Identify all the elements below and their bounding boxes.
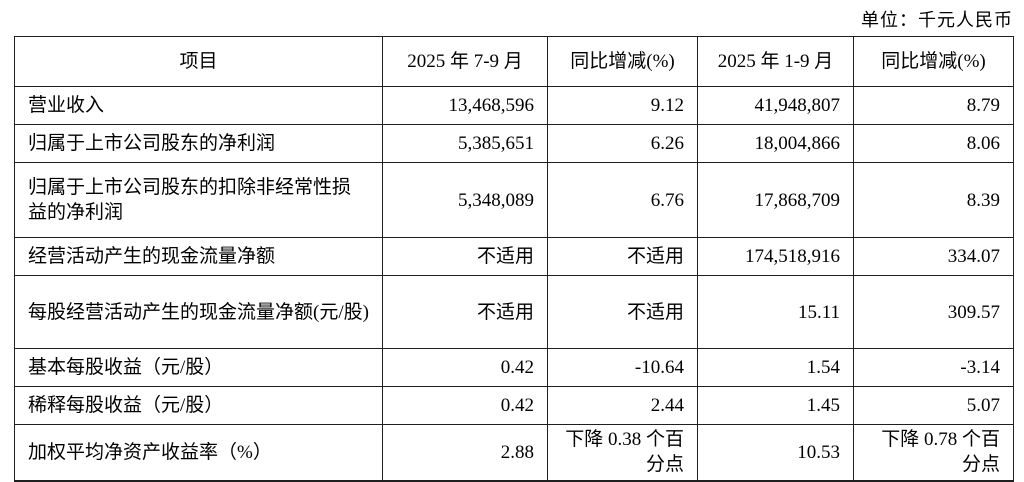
header-row: 项目 2025 年 7-9 月同比增减(%) 2025 年 1-9 月同比增减(%)	[14, 36, 1014, 87]
column-header: 同比增减(%)	[547, 36, 698, 87]
value-cell: 不适用	[382, 237, 548, 276]
item-cell: 基本每股收益（元/股）	[14, 348, 383, 387]
item-cell: 经营活动产生的现金流量净额	[14, 237, 383, 276]
column-header: 2025 年 1-9 月	[697, 36, 854, 87]
value-cell: 8.39	[853, 162, 1014, 238]
value-cell: 下降 0.78 个百分点	[853, 424, 1014, 481]
value-cell: 174,518,916	[697, 237, 854, 276]
value-cell: 5,348,089	[382, 162, 548, 238]
unit-label: 单位：千元人民币	[861, 10, 1013, 30]
value-cell: 不适用	[547, 275, 698, 349]
financial-summary-table: 项目 2025 年 7-9 月同比增减(%) 2025 年 1-9 月同比增减(%)…	[14, 36, 1014, 482]
item-cell: 归属于上市公司股东的扣除非经常性损益的净利润	[14, 162, 383, 238]
value-cell: 13,468,596	[382, 86, 548, 125]
item-cell: 稀释每股收益（元/股）	[14, 386, 383, 425]
value-cell: 15.11	[697, 275, 854, 349]
column-header: 项目	[14, 36, 383, 87]
value-cell: 309.57	[853, 275, 1014, 349]
item-cell: 归属于上市公司股东的净利润	[14, 124, 383, 163]
value-cell: 6.26	[547, 124, 698, 163]
value-cell: 0.42	[382, 348, 548, 387]
value-cell: 0.42	[382, 386, 548, 425]
value-cell: 41,948,807	[697, 86, 854, 125]
table-body: 营业收入 13,468,596 9.12 41,948,807 8.79 归属于上市公司股…	[14, 86, 1014, 481]
table-row: 营业收入 13,468,596 9.12 41,948,807 8.79	[14, 86, 1014, 125]
item-cell: 营业收入	[14, 86, 383, 125]
column-header: 同比增减(%)	[853, 36, 1014, 87]
value-cell: 17,868,709	[697, 162, 854, 238]
value-cell: 18,004,866	[697, 124, 854, 163]
value-cell: 5.07	[853, 386, 1014, 425]
value-cell: 1.54	[697, 348, 854, 387]
value-cell: 9.12	[547, 86, 698, 125]
item-cell: 每股经营活动产生的现金流量净额(元/股)	[14, 275, 383, 349]
value-cell: -3.14	[853, 348, 1014, 387]
table-row: 加权平均净资产收益率（%） 2.88 下降 0.38 个百分点 10.53 下降 0.7…	[14, 424, 1014, 481]
value-cell: 6.76	[547, 162, 698, 238]
value-cell: 不适用	[382, 275, 548, 349]
value-cell: 5,385,651	[382, 124, 548, 163]
table-row: 经营活动产生的现金流量净额 不适用 不适用 174,518,916 334.07	[14, 237, 1014, 276]
value-cell: 2.44	[547, 386, 698, 425]
value-cell: 1.45	[697, 386, 854, 425]
value-cell: 8.79	[853, 86, 1014, 125]
value-cell: 8.06	[853, 124, 1014, 163]
value-cell: 10.53	[697, 424, 854, 481]
value-cell: 334.07	[853, 237, 1014, 276]
value-cell: 2.88	[382, 424, 548, 481]
table-row: 稀释每股收益（元/股） 0.42 2.44 1.45 5.07	[14, 386, 1014, 425]
table-row: 基本每股收益（元/股） 0.42 -10.64 1.54 -3.14	[14, 348, 1014, 387]
table-row: 每股经营活动产生的现金流量净额(元/股) 不适用 不适用 15.11 309.57	[14, 275, 1014, 349]
value-cell: 下降 0.38 个百分点	[547, 424, 698, 481]
column-header: 2025 年 7-9 月	[382, 36, 548, 87]
table-row: 归属于上市公司股东的净利润 5,385,651 6.26 18,004,866 8.06	[14, 124, 1014, 163]
table-row: 归属于上市公司股东的扣除非经常性损益的净利润 5,348,089 6.76 17,86…	[14, 162, 1014, 238]
value-cell: 不适用	[547, 237, 698, 276]
item-cell: 加权平均净资产收益率（%）	[14, 424, 383, 481]
value-cell: -10.64	[547, 348, 698, 387]
